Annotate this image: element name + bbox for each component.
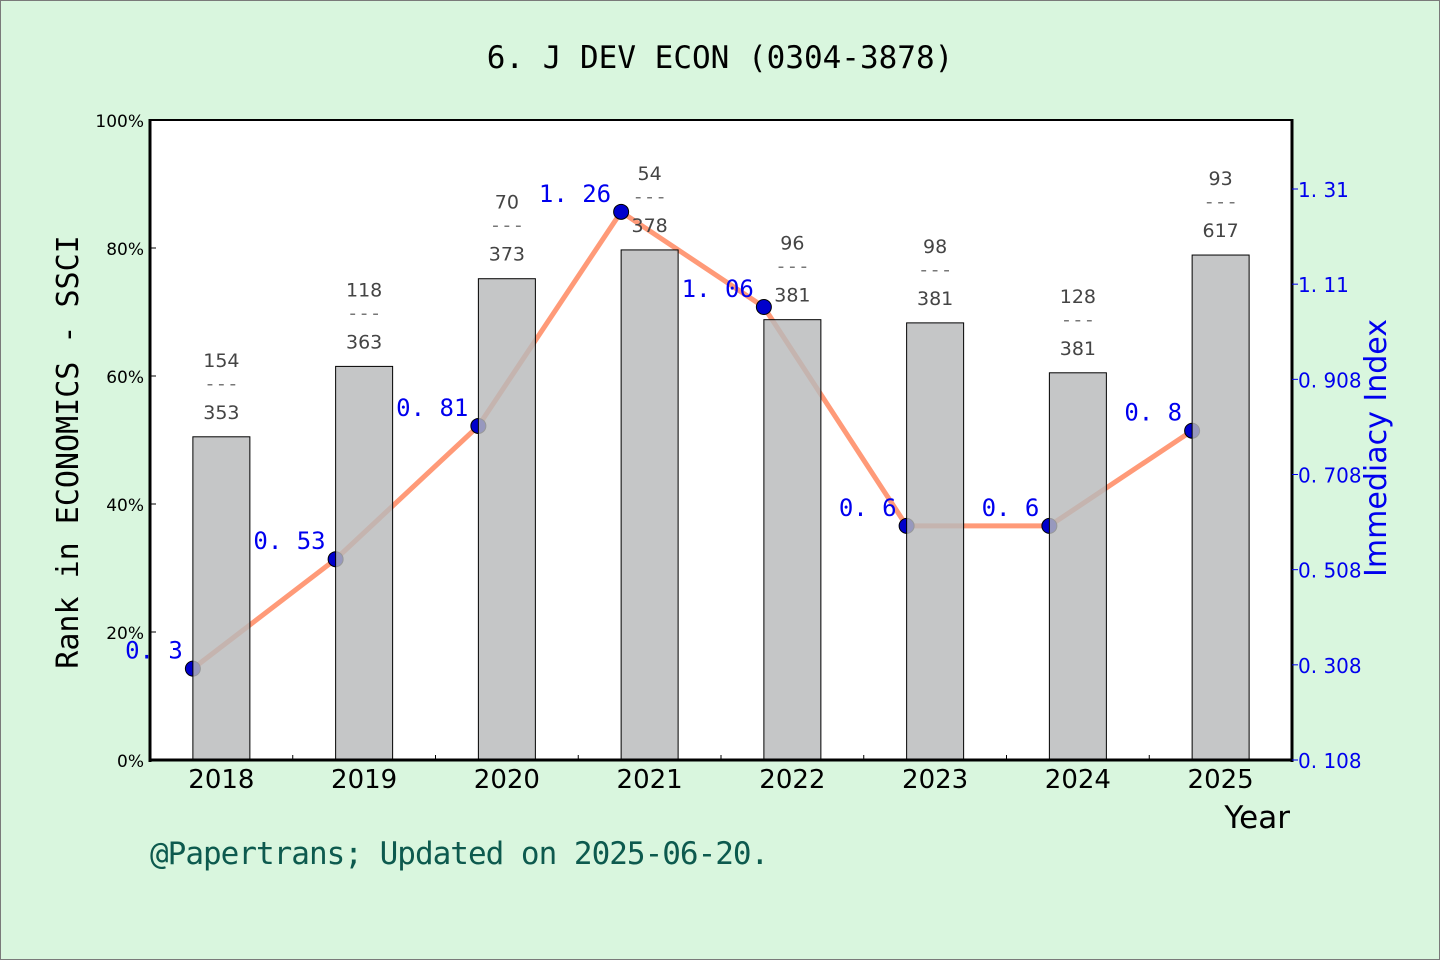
x-tick-label: 2019 [331, 765, 397, 795]
immediacy-label-2022: 1. 06 [682, 275, 754, 303]
rank-label: 96 [780, 233, 804, 255]
immediacy-label-2024: 0. 6 [982, 494, 1040, 522]
x-tick-label: 2018 [188, 765, 254, 795]
immediacy-point-2022 [755, 299, 772, 316]
rank-divider: --- [918, 259, 952, 281]
y-tick-label: 20% [106, 624, 144, 644]
rank-total: 363 [346, 331, 382, 353]
rank-total: 381 [1060, 338, 1096, 360]
rank-label: 118 [346, 279, 382, 301]
y-axis-label: Rank in ECONOMICS - SSCI [51, 235, 86, 668]
rank-divider: --- [490, 215, 524, 237]
y2-tick-label: 0. 508 [1298, 559, 1362, 583]
immediacy-label-2019: 0. 53 [253, 527, 325, 555]
rank-label: 128 [1060, 286, 1096, 308]
immediacy-label-2023: 0. 6 [839, 494, 897, 522]
y2-tick-label: 0. 708 [1298, 463, 1362, 487]
x-tick-label: 2024 [1045, 765, 1111, 795]
x-axis-label: Year [1223, 800, 1290, 836]
immediacy-point-2021 [613, 203, 630, 220]
rank-label: 154 [203, 350, 239, 372]
y2-tick-label: 1. 31 [1298, 178, 1349, 202]
x-tick-label: 2021 [617, 765, 683, 795]
rank-label: 70 [495, 192, 519, 214]
rank-divider: --- [204, 373, 238, 395]
rank-bar-2025 [1191, 254, 1250, 761]
y2-tick-label: 0. 108 [1298, 749, 1362, 773]
rank-bar-2018 [192, 436, 251, 761]
rank-divider: --- [1061, 309, 1095, 331]
rank-total: 378 [631, 215, 667, 237]
x-tick-label: 2020 [474, 765, 540, 795]
y-tick-label: 60% [106, 368, 144, 388]
y-tick-label: 100% [95, 112, 144, 132]
y2-tick-label: 0. 308 [1298, 654, 1362, 678]
immediacy-label-2021: 1. 26 [539, 180, 611, 208]
rank-total: 373 [489, 244, 525, 266]
rank-bar-2024 [1048, 372, 1107, 761]
rank-total: 353 [203, 402, 239, 424]
x-tick-label: 2023 [902, 765, 968, 795]
rank-bar-2023 [906, 322, 965, 761]
immediacy-label-2020: 0. 81 [396, 394, 468, 422]
rank-divider: --- [632, 186, 666, 208]
rank-total: 617 [1202, 220, 1238, 242]
rank-label: 93 [1209, 168, 1233, 190]
rank-total: 381 [917, 288, 953, 310]
chart-title: 6. J DEV ECON (0304-3878) [487, 40, 954, 76]
y-tick-label: 40% [106, 496, 144, 516]
rank-divider: --- [775, 256, 809, 278]
immediacy-label-2025: 0. 8 [1124, 399, 1182, 427]
immediacy-label-2018: 0. 3 [125, 637, 183, 665]
rank-divider: --- [1203, 191, 1237, 213]
x-tick-label: 2025 [1188, 765, 1254, 795]
rank-label: 54 [638, 163, 662, 185]
rank-bar-2019 [335, 365, 394, 761]
rank-bar-2022 [763, 319, 822, 761]
rank-bar-2021 [620, 249, 679, 761]
y-tick-label: 80% [106, 240, 144, 260]
x-tick-label: 2022 [759, 765, 825, 795]
footer-credit: @Papertrans; Updated on 2025-06-20. [150, 836, 769, 872]
y2-axis-label: Immediacy Index [1359, 319, 1394, 577]
y2-tick-label: 0. 908 [1298, 368, 1362, 392]
y-tick-label: 0% [117, 752, 144, 772]
rank-total: 381 [774, 285, 810, 307]
plot-area [150, 120, 1292, 760]
rank-bar-2020 [477, 278, 536, 761]
rank-divider: --- [347, 302, 381, 324]
y2-tick-label: 1. 11 [1298, 273, 1349, 297]
rank-label: 98 [923, 236, 947, 258]
